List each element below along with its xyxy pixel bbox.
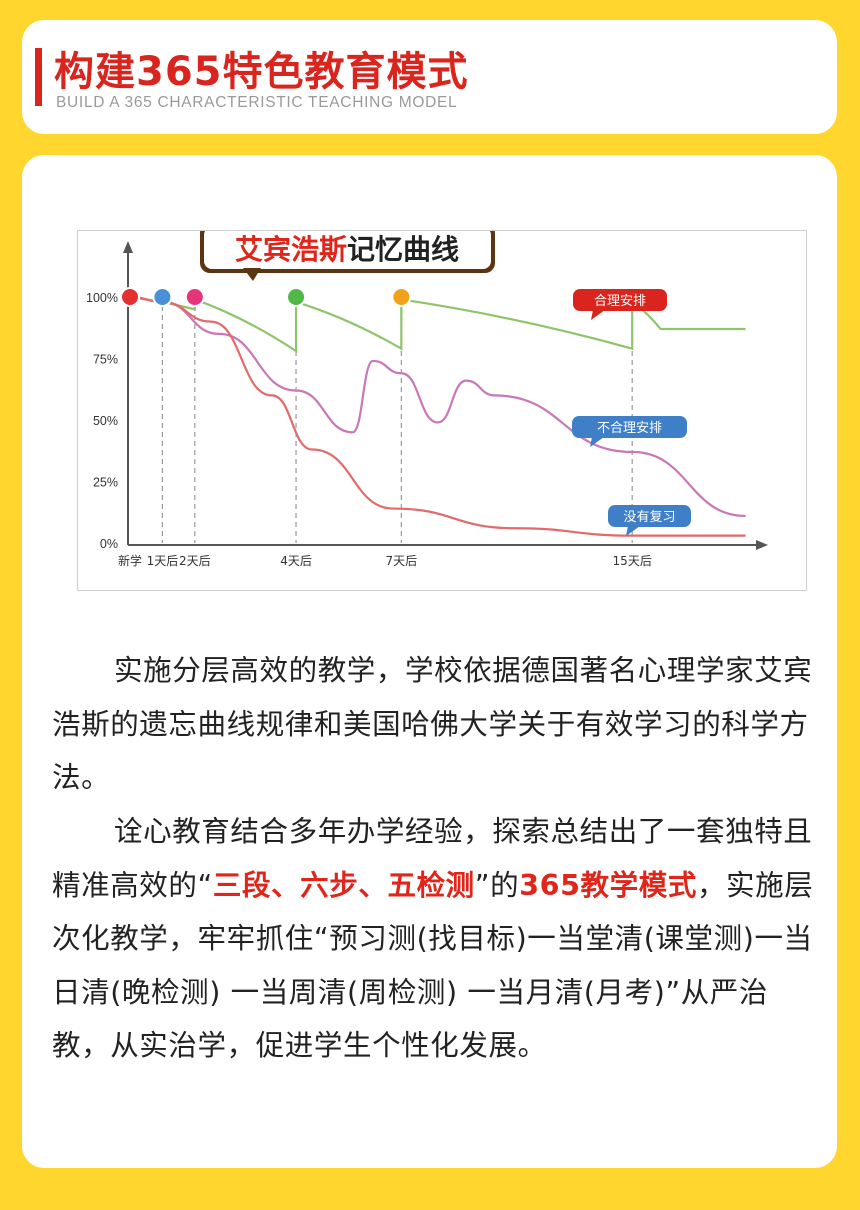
y-tick-label: 50%	[93, 414, 118, 428]
highlight-365-model: 365教学模式	[519, 868, 697, 902]
paragraph-2-text-c: ，实施层次化教学，牢牢抓住“预习测(找目标)一当堂清(课堂测)一当日清(晚检测)…	[52, 868, 814, 1063]
title-accent-bar	[35, 48, 42, 106]
y-axis-arrow	[123, 241, 133, 253]
y-tick-label: 75%	[93, 353, 118, 367]
review-point-marker	[120, 287, 140, 307]
title-banner	[204, 231, 491, 269]
label-unreasonable: 不合理安排	[597, 421, 662, 436]
paragraph-1: 实施分层高效的教学，学校依据德国著名心理学家艾宾浩斯的遗忘曲线规律和美国哈佛大学…	[52, 644, 817, 805]
x-tick-label: 7天后	[386, 554, 418, 568]
label-no-review-box	[608, 505, 691, 527]
x-tick-label: 4天后	[280, 554, 312, 568]
page-title: 构建365特色教育模式	[54, 49, 469, 95]
label-unreasonable-pointer	[590, 437, 604, 447]
paragraph-2-text-a: 诠心教育结合多年办学经验，探索总结出了一套独特且精准高效的“	[52, 815, 813, 902]
x-tick-label: 2天后	[179, 554, 211, 568]
content-card: 100% 75% 50% 25% 0% 新学 1天后 2天后 4天后 7天后 15天后 合理安排不合理…	[22, 155, 837, 1168]
chart-title: 艾宾浩斯记忆曲线	[235, 233, 459, 266]
chart-title-part-1: 艾宾浩斯	[235, 233, 347, 266]
y-tick-label: 0%	[100, 537, 118, 551]
x-tick-label: 1天后	[147, 554, 179, 568]
x-tick-label: 新学	[118, 553, 142, 568]
review-point-marker	[152, 287, 173, 307]
page-subtitle: BUILD A 365 CHARACTERISTIC TEACHING MODE…	[56, 94, 458, 111]
y-tick-label: 25%	[93, 476, 118, 490]
y-tick-label: 100%	[86, 291, 118, 305]
review-point-marker	[184, 287, 205, 307]
label-reasonable-box	[573, 289, 667, 311]
chart-svg: 100% 75% 50% 25% 0%新学 1天后 2天后 4天后 7天后 15天后 合理安排不合理…	[86, 231, 768, 568]
title-banner-pointer	[243, 268, 261, 281]
label-no-review: 没有复习	[623, 510, 675, 525]
paragraph-1-text: 实施分层高效的教学，学校依据德国著名心理学家艾宾浩斯的遗忘曲线规律和美国哈佛大学…	[52, 654, 813, 794]
forgetting-curve-chart: 100% 75% 50% 25% 0% 新学 1天后 2天后 4天后 7天后 15天后 合理安排不合理…	[77, 230, 807, 591]
series-line-no-review	[129, 295, 746, 537]
x-axis-arrow	[756, 540, 768, 550]
header-card: 构建365特色教育模式 BUILD A 365 CHARACTERISTIC T…	[22, 20, 837, 134]
paragraph-2: 诠心教育结合多年办学经验，探索总结出了一套独特且精准高效的“三段、六步、五检测”…	[52, 805, 817, 1073]
review-point-marker	[286, 287, 307, 307]
series-line-unreasonable	[129, 295, 746, 518]
chart-title-part-2: 记忆曲线	[347, 233, 459, 266]
review-point-marker	[391, 287, 412, 307]
label-reasonable: 合理安排	[594, 294, 646, 309]
highlight-three-stages: 三段、六步、五检测	[212, 868, 475, 902]
label-no-review-pointer	[626, 526, 640, 536]
label-unreasonable-box	[572, 416, 687, 438]
x-tick-label: 15天后	[613, 554, 652, 568]
paragraph-2-text-b: ”的	[474, 868, 520, 902]
label-reasonable-pointer	[591, 310, 605, 320]
